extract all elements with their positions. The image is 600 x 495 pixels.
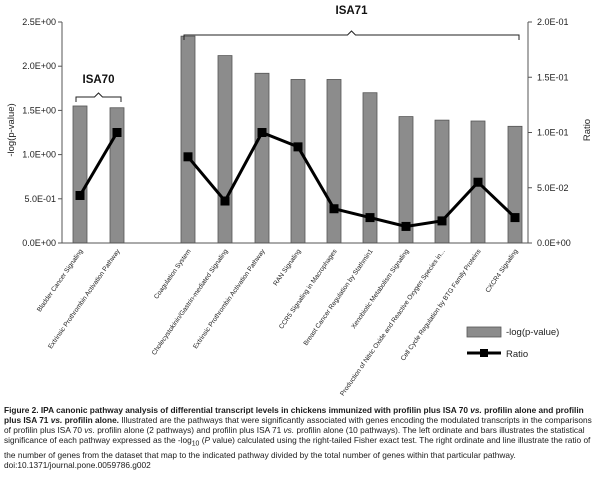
ratio-marker [75, 190, 85, 200]
ratio-line-layer [75, 128, 520, 231]
right-tick-label: 5.0E-02 [537, 183, 569, 193]
legend-bar-swatch [466, 326, 502, 338]
caption-body: Illustrated are the pathways that were s… [4, 415, 592, 435]
bar [254, 72, 270, 244]
caption-body: ( [201, 435, 205, 445]
right-tick-label: 1.0E-01 [537, 128, 569, 138]
caption-body: profilin alone (10 pathways). The left o… [4, 425, 585, 445]
legend-label-line: Ratio [506, 349, 528, 360]
pathway-chart: 0.0E+00 5.0E-01 1.0E+00 1.5E+00 2.0E+00 2.5E+… [6, 5, 593, 398]
category-label: Coagulation System [153, 248, 193, 301]
caption-body: profilin alone (2 pathways) and profilin… [97, 425, 282, 435]
ratio-marker [257, 128, 267, 137]
ratio-line-isa71 [186, 130, 517, 228]
category-label: Extrinsic Prothrombin Activation Pathway [192, 248, 267, 351]
ratio-line-isa70 [78, 131, 119, 197]
category-label: Cell Cycle Regulation by BTG Family Prot… [400, 248, 483, 363]
left-tick-label: 0.0E+00 [22, 238, 56, 248]
right-tick-label: 1.5E-01 [537, 72, 569, 82]
figure-caption: Figure 2. IPA canonic pathway analysis o… [4, 405, 596, 470]
caption-title-part2: profilin alone and profilin plus ISA 71 [4, 405, 584, 425]
group-bracket [75, 92, 122, 102]
ratio-marker [510, 213, 520, 223]
group-bracket [183, 30, 520, 40]
bar [217, 55, 233, 244]
ratio-marker [401, 221, 411, 231]
left-tick-label: 1.5E+00 [22, 105, 56, 115]
group-label: ISA71 [336, 5, 369, 17]
caption-subscript: 10 [191, 440, 200, 448]
right-tick-label: 2.0E-01 [537, 17, 569, 27]
bar [507, 125, 523, 244]
legend: -log(p-value) Ratio [466, 326, 559, 360]
ratio-marker [112, 128, 122, 137]
right-tick-label: 0.0E+00 [537, 238, 571, 248]
ratio-marker [473, 177, 483, 187]
category-label: Breast Cancer Regulation by Stathmin1 [302, 248, 374, 347]
ratio-marker [437, 216, 447, 226]
category-label: Extrinsic Prothrombin Activation Pathway [47, 248, 122, 351]
caption-vs: vs. [283, 425, 295, 435]
caption-vs: vs. [84, 425, 95, 435]
bars-layer [72, 35, 523, 244]
left-axis-title: -log(p-value) [6, 103, 17, 156]
left-tick-label: 2.5E+00 [22, 17, 56, 27]
legend-label-bars: -log(p-value) [506, 327, 559, 338]
right-axis-title: Ratio [582, 119, 593, 141]
ratio-marker [365, 213, 375, 223]
bar [72, 105, 88, 244]
left-tick-label: 1.0E+00 [22, 150, 56, 160]
ratio-marker [293, 142, 303, 152]
caption-title: Figure 2. IPA canonic pathway analysis o… [4, 405, 468, 415]
category-label: CXCR4 Signaling [484, 248, 519, 294]
axes-layer: 0.0E+00 5.0E-01 1.0E+00 1.5E+00 2.0E+00 2.5E+… [22, 17, 571, 248]
caption-doi: doi:10.1371/journal.pone.0059786.g002 [4, 459, 151, 470]
category-label: CCR5 Signaling in Macrophages [278, 248, 339, 331]
ratio-marker [183, 152, 193, 162]
caption-p-italic: P [204, 435, 211, 445]
ratio-marker [220, 196, 230, 206]
bar [326, 79, 342, 244]
caption-title-part3: profilin alone. [64, 415, 119, 425]
caption-vs: vs. [470, 405, 482, 415]
category-label: RAN Signaling [272, 248, 303, 287]
legend-line-marker [480, 349, 488, 357]
group-brackets-layer: ISA70 ISA71 [75, 5, 520, 102]
left-tick-label: 5.0E-01 [24, 194, 56, 204]
caption-body: value) calculated using the right-tailed… [4, 435, 591, 460]
bar [180, 35, 196, 244]
ratio-marker [329, 204, 339, 214]
caption-vs: vs. [50, 415, 63, 425]
left-tick-label: 2.0E+00 [22, 61, 56, 71]
bar [290, 79, 306, 244]
category-label: Cholecystokinin/Gastrin-mediated Signali… [151, 248, 230, 357]
group-label: ISA70 [83, 74, 115, 86]
